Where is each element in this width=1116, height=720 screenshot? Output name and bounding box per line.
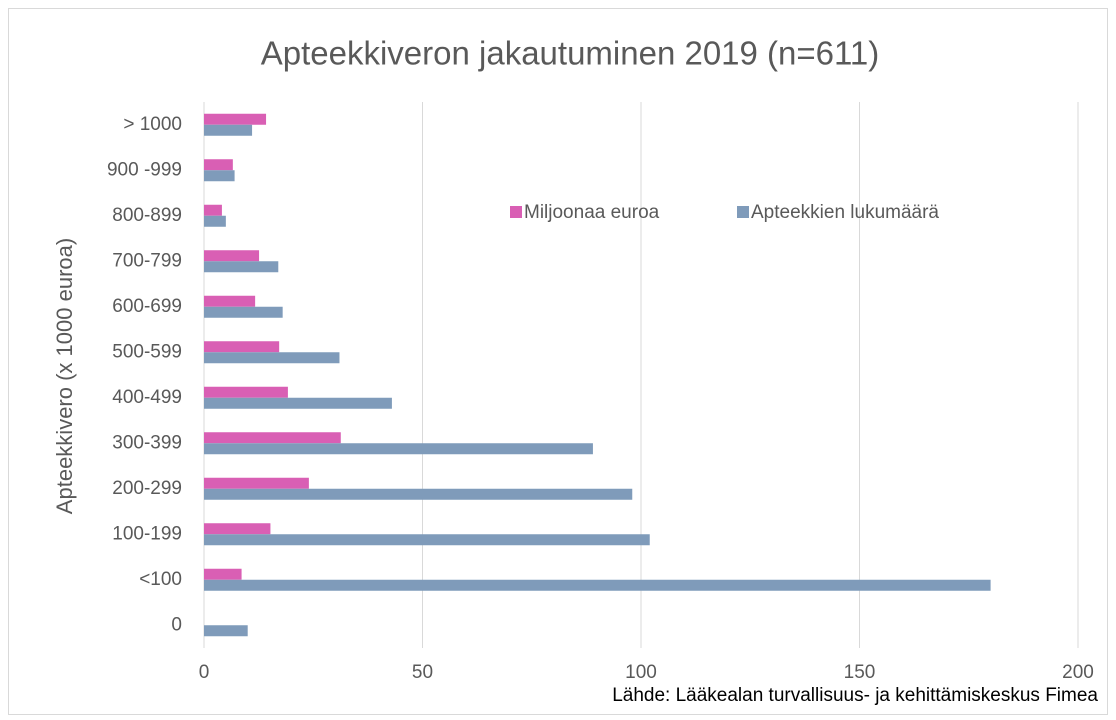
bar <box>204 625 248 637</box>
bar <box>204 124 253 136</box>
y-tick-label: 100-199 <box>112 523 182 544</box>
y-tick-label: 700-799 <box>112 250 182 271</box>
bar <box>204 113 267 125</box>
x-tick-label: 150 <box>844 662 876 683</box>
y-tick-label: 800-899 <box>112 205 182 226</box>
source-note: Lähde: Lääkealan turvallisuus- ja kehitt… <box>612 685 1098 706</box>
bar <box>204 523 271 535</box>
x-tick-label: 200 <box>1062 662 1094 683</box>
bar <box>204 261 279 273</box>
y-tick-label: > 1000 <box>123 114 182 135</box>
bar <box>204 477 309 489</box>
chart-title: Apteekkiveron jakautuminen 2019 (n=611) <box>261 35 880 72</box>
bar <box>204 579 991 591</box>
x-tick-label: 100 <box>625 662 657 683</box>
legend-swatch <box>737 206 749 218</box>
legend-label: Miljoonaa euroa <box>524 202 660 223</box>
bar <box>204 341 280 353</box>
bar <box>204 443 593 455</box>
bar <box>204 159 233 171</box>
bar <box>204 250 260 262</box>
bar <box>204 397 392 409</box>
chart-border <box>8 8 1108 715</box>
bar <box>204 204 222 216</box>
bar <box>204 386 288 398</box>
legend-swatch <box>510 206 522 218</box>
x-tick-label: 50 <box>412 662 433 683</box>
y-axis-title: Apteekkivero (x 1000 euroa) <box>52 238 77 514</box>
y-tick-label: <100 <box>139 569 182 590</box>
y-tick-label: 600-699 <box>112 296 182 317</box>
bar <box>204 488 633 500</box>
y-tick-label: 500-599 <box>112 341 182 362</box>
bar <box>204 534 650 546</box>
y-tick-label: 200-299 <box>112 478 182 499</box>
bar <box>204 295 256 307</box>
x-tick-label: 0 <box>199 662 210 683</box>
bar <box>204 306 283 318</box>
y-tick-label: 900 -999 <box>107 159 182 180</box>
bar <box>204 170 235 182</box>
legend-label: Apteekkien lukumäärä <box>751 202 939 223</box>
bar <box>204 432 341 444</box>
bar <box>204 352 340 364</box>
y-tick-label: 400-499 <box>112 387 182 408</box>
y-tick-label: 0 <box>171 614 182 635</box>
y-tick-label: 300-399 <box>112 432 182 453</box>
bar <box>204 215 226 227</box>
bar <box>204 568 242 580</box>
